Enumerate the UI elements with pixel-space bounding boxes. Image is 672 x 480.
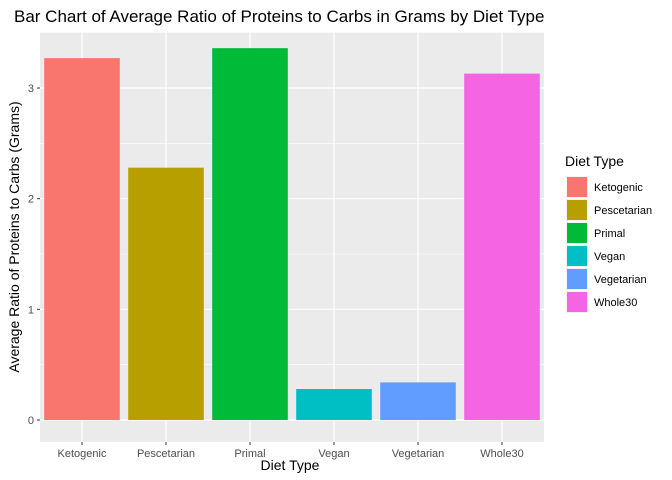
legend-swatch-vegan bbox=[567, 246, 587, 266]
x-tick-label: Vegan bbox=[318, 448, 349, 460]
x-axis-title: Diet Type bbox=[261, 457, 320, 473]
legend-swatch-primal bbox=[567, 223, 587, 243]
bars bbox=[44, 48, 540, 421]
x-tick-label: Pescetarian bbox=[137, 448, 195, 460]
legend-swatch-whole30 bbox=[567, 292, 587, 312]
x-axis: Ketogenic Pescetarian Primal Vegan Vegetaria… bbox=[58, 442, 524, 460]
bar-primal bbox=[212, 48, 288, 420]
legend-label-whole30: Whole30 bbox=[594, 297, 637, 309]
y-tick-label: 2 bbox=[28, 194, 34, 206]
x-tick-label: Primal bbox=[234, 448, 265, 460]
bar-ketogenic bbox=[44, 58, 120, 421]
chart-title: Bar Chart of Average Ratio of Proteins t… bbox=[14, 7, 544, 26]
bar-whole30 bbox=[464, 73, 540, 420]
y-axis-title: Average Ratio of Proteins to Carbs (Gram… bbox=[6, 101, 22, 372]
legend: Diet Type Ketogenic Pescetarian Primal Vega… bbox=[565, 153, 652, 313]
bar-vegan bbox=[296, 389, 372, 420]
legend-swatch-pescetarian bbox=[567, 200, 587, 220]
bar-vegetarian bbox=[380, 382, 456, 420]
y-tick-label: 3 bbox=[28, 83, 34, 95]
legend-swatch-vegetarian bbox=[567, 269, 587, 289]
x-tick-label: Vegetarian bbox=[392, 448, 445, 460]
legend-label-primal: Primal bbox=[594, 228, 625, 240]
legend-title: Diet Type bbox=[565, 153, 624, 169]
x-tick-label: Whole30 bbox=[480, 448, 523, 460]
legend-label-vegan: Vegan bbox=[594, 251, 625, 263]
legend-label-ketogenic: Ketogenic bbox=[594, 182, 643, 194]
plot-panel bbox=[40, 32, 544, 442]
x-tick-label: Ketogenic bbox=[58, 448, 107, 460]
legend-label-pescetarian: Pescetarian bbox=[594, 205, 652, 217]
y-tick-label: 1 bbox=[28, 304, 34, 316]
y-tick-label: 0 bbox=[28, 415, 34, 427]
legend-label-vegetarian: Vegetarian bbox=[594, 274, 647, 286]
y-axis: 0 1 2 3 bbox=[28, 83, 40, 427]
bar-pescetarian bbox=[128, 167, 204, 420]
legend-swatch-ketogenic bbox=[567, 177, 587, 197]
